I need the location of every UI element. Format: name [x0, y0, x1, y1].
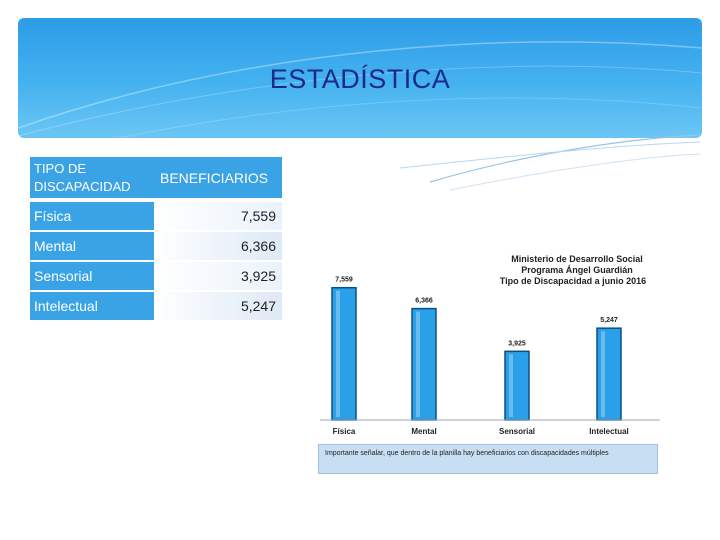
bar-highlight [336, 290, 340, 417]
row-value: 7,559 [154, 202, 282, 230]
data-label: 6,366 [415, 298, 433, 305]
disability-bar-chart: Ministerio de Desarrollo Social Programa… [315, 248, 665, 478]
header-disability-type: TIPO DE DISCAPACIDAD [30, 157, 154, 198]
row-value: 3,925 [154, 262, 282, 290]
row-value: 5,247 [154, 292, 282, 320]
row-label: Sensorial [30, 262, 154, 290]
chart-footnote: Importante señalar, que dentro de la pla… [318, 444, 658, 474]
table-row: Sensorial 3,925 [30, 262, 282, 290]
bar-highlight [601, 331, 605, 417]
table-row: Mental 6,366 [30, 232, 282, 260]
category-label: Intelectual [589, 427, 629, 436]
category-label: Mental [411, 427, 436, 436]
chart-svg: Ministerio de Desarrollo Social Programa… [320, 254, 660, 436]
bar-highlight [416, 311, 420, 417]
table-row: Física 7,559 [30, 202, 282, 230]
bar-mental [411, 307, 437, 421]
category-label: Física [333, 427, 356, 436]
table-row: Intelectual 5,247 [30, 292, 282, 320]
bar-intelectual [596, 327, 622, 421]
header-swoosh-decoration [18, 41, 702, 138]
row-label: Intelectual [30, 292, 154, 320]
data-label: 7,559 [335, 277, 353, 284]
data-label: 3,925 [508, 340, 526, 347]
bar-física [331, 286, 357, 421]
chart-title: Ministerio de Desarrollo Social [511, 254, 643, 264]
header-band [18, 18, 702, 138]
chart-subtitle-2: Tipo de Discapacidad a junio 2016 [500, 276, 646, 286]
row-label: Mental [30, 232, 154, 260]
category-label: Sensorial [499, 427, 535, 436]
row-value: 6,366 [154, 232, 282, 260]
row-label: Física [30, 202, 154, 230]
header-beneficiaries: BENEFICIARIOS [154, 157, 282, 198]
bars-group: 7,559 Física 6,366 Mental 3,925 Sensorial 5,24… [331, 277, 629, 436]
beneficiaries-table: TIPO DE DISCAPACIDAD BENEFICIARIOS Físic… [30, 157, 282, 322]
bar-highlight [509, 354, 513, 417]
data-label: 5,247 [600, 317, 618, 324]
chart-subtitle-1: Programa Ángel Guardián [521, 265, 633, 275]
bar-sensorial [504, 350, 530, 421]
lower-swoosh-decoration [399, 134, 701, 191]
table-header-row: TIPO DE DISCAPACIDAD BENEFICIARIOS [30, 157, 282, 198]
slide-title: ESTADÍSTICA [269, 64, 451, 94]
